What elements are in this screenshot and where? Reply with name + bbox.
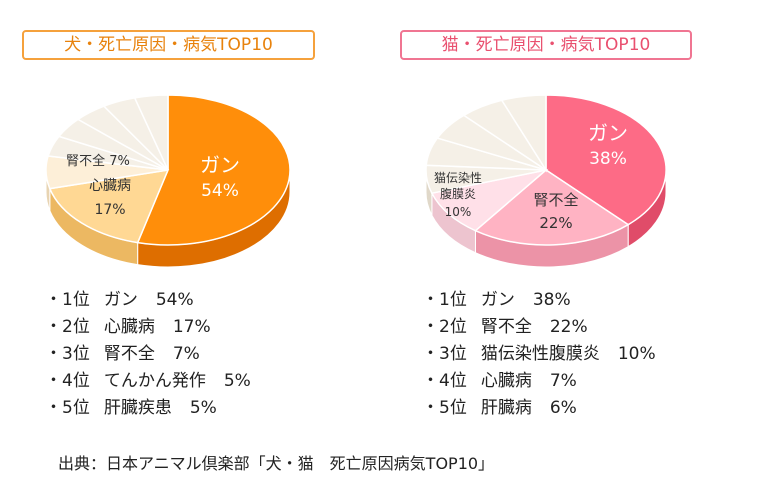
pie-slice-value-label: 54%: [201, 181, 239, 201]
dog-rank-item: ・3位 腎不全 7%: [45, 344, 200, 364]
cat-rank-item: ・2位 腎不全 22%: [422, 317, 588, 337]
pie-slice-value-label: 10%: [445, 205, 472, 219]
pie-slice-label: ガン: [200, 153, 240, 177]
dog-ranking-list: ・1位 ガン 54% ・2位 心臓病 17% ・3位 腎不全 7% ・4位 てんかん発作 5% …: [45, 287, 251, 422]
dog-rank-item: ・2位 心臓病 17%: [45, 317, 211, 337]
pie-slice-label: 腎不全 7%: [66, 153, 130, 169]
pie-slice-label: ガン: [588, 121, 628, 145]
pie-slice: [133, 94, 169, 171]
dog-pie-chart: ガン 54% 心臓病 17% 腎不全 7%: [45, 94, 291, 268]
pie-slice: [474, 169, 630, 246]
dog-rank-item: ・5位 肝臓疾患 5%: [45, 398, 217, 418]
pie-slice-value-label: 22%: [539, 214, 572, 232]
pie-slice: [430, 168, 549, 232]
pie-slice-label: 猫伝染性: [434, 170, 482, 185]
pie-slice-value-label: 17%: [94, 202, 125, 218]
cat-rank-item: ・5位 肝臓病 6%: [422, 398, 577, 418]
pie-slice-label: 腎不全: [533, 191, 578, 209]
pie-slice: [545, 94, 667, 226]
cat-rank-item: ・4位 心臓病 7%: [422, 371, 577, 391]
cat-chart-title: 猫・死亡原因・病気TOP10: [400, 30, 692, 60]
cat-ranking-list: ・1位 ガン 38% ・2位 腎不全 22% ・3位 猫伝染性腹膜炎 10% ・4位 心臓病 7…: [422, 287, 656, 422]
source-citation: 出典：日本アニマル倶楽部「犬・猫 死亡原因病気TOP10」: [58, 454, 495, 473]
dog-chart-title: 犬・死亡原因・病気TOP10: [22, 30, 315, 60]
pie-slice-value-label: 38%: [589, 149, 627, 169]
pie-slice-label: 心臓病: [89, 178, 131, 194]
pie-slice: [48, 169, 170, 244]
pie-slice: [136, 94, 291, 246]
cat-rank-item: ・3位 猫伝染性腹膜炎 10%: [422, 344, 656, 364]
cat-rank-item: ・1位 ガン 38%: [422, 290, 571, 310]
pie-slice-label: 腹膜炎: [440, 187, 476, 201]
dog-rank-item: ・4位 てんかん発作 5%: [45, 371, 251, 391]
cat-pie-chart: ガン 38% 腎不全 22% 猫伝染性腹膜炎 10%: [425, 94, 667, 268]
pie-slice: [500, 94, 547, 173]
dog-rank-item: ・1位 ガン 54%: [45, 290, 194, 310]
